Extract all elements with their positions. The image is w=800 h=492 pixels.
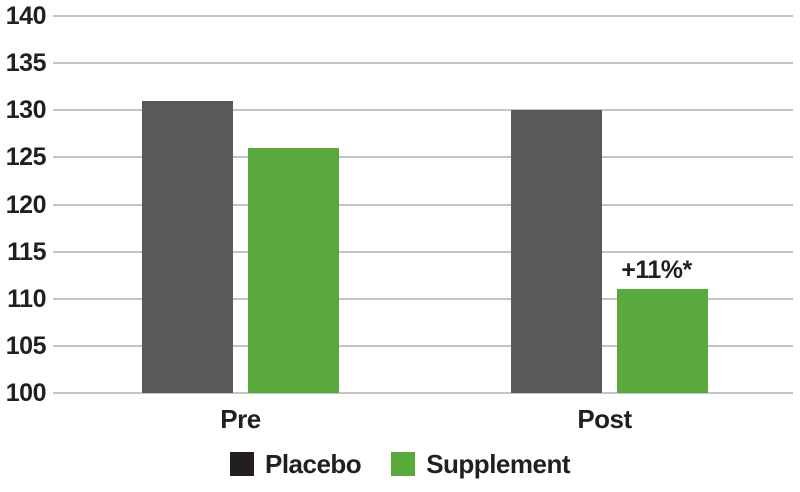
gridline-100: [53, 392, 793, 394]
gridline-105: [53, 344, 793, 347]
bar-placebo-pre: [142, 100, 233, 393]
y-axis-tick-label-130: 130: [5, 96, 47, 125]
legend-label-placebo: Placebo: [264, 449, 362, 479]
y-axis-tick-label-105: 105: [5, 331, 47, 360]
bar-annotation: +11%*: [621, 256, 692, 285]
gridline-140: [53, 15, 793, 17]
x-axis-label-post: Post: [577, 404, 632, 434]
y-axis-tick-label-100: 100: [5, 379, 47, 407]
gridline-130: [53, 109, 793, 112]
gridline-125: [53, 156, 793, 159]
y-axis-tick-label-140: 140: [5, 2, 47, 30]
y-axis-tick-label-125: 125: [5, 143, 47, 172]
y-axis-tick-label-120: 120: [5, 190, 47, 219]
y-axis-tick-label-115: 115: [7, 237, 46, 266]
y-axis-tick-label-110: 110: [7, 284, 46, 313]
x-axis-label-pre: Pre: [220, 404, 261, 434]
placebo-swatch-icon: [229, 452, 254, 476]
bar-placebo-post: [511, 110, 602, 393]
y-axis-tick-label-135: 135: [5, 49, 47, 78]
bar-supplement-pre: [248, 147, 339, 393]
legend-item-supplement: Supplement: [391, 451, 570, 477]
legend: Placebo Supplement: [0, 451, 800, 477]
legend-item-placebo: Placebo: [229, 449, 362, 479]
gridline-120: [53, 203, 793, 206]
bar-supplement-post: [617, 289, 708, 393]
gridline-135: [53, 62, 793, 65]
supplement-swatch-icon: [391, 452, 416, 476]
legend-label-supplement: Supplement: [426, 449, 570, 479]
gridline-115: [53, 250, 793, 253]
gridline-110: [53, 297, 793, 300]
